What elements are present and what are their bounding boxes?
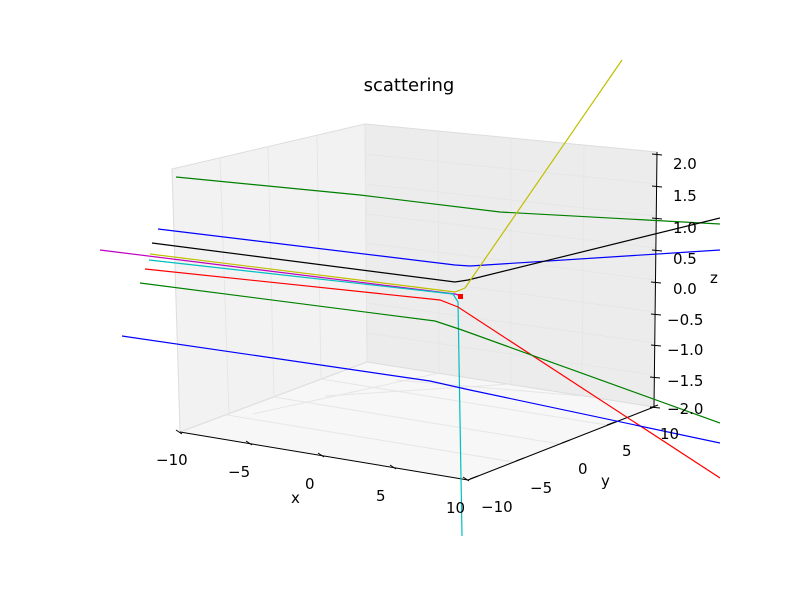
grid-line [365, 302, 656, 344]
z-tick-label: 1.5 [673, 187, 697, 205]
series-line-7 [144, 268, 720, 479]
grid-line [364, 153, 658, 185]
z-tick-mark [651, 249, 663, 252]
y-tick-label: −10 [481, 498, 513, 516]
z-tick-mark [650, 344, 662, 347]
z-tick-label: 0.0 [673, 280, 697, 298]
y-tick-mark [469, 475, 479, 480]
series-group [99, 59, 720, 537]
y-tick-label: 10 [660, 425, 679, 443]
x-tick-mark [462, 476, 470, 482]
grid-line [273, 396, 561, 445]
series-line-3 [151, 217, 720, 283]
x-tick-label: −5 [228, 463, 250, 481]
z-tick-label: −1.0 [667, 341, 703, 359]
grid-line [324, 383, 512, 397]
series-line-2 [157, 228, 720, 267]
z-axis-ticks: 2.0 1.5 1.0 0.5 0.0 −0.5 −1.0 −1.5 −2.0 … [649, 153, 718, 418]
x-tick-label: 0 [305, 475, 315, 493]
grid-line [365, 272, 656, 313]
grid-line [395, 379, 583, 397]
series-line-9 [121, 335, 720, 444]
chart-grid [219, 123, 658, 463]
grid-line [316, 134, 322, 380]
series-line-8 [139, 282, 720, 424]
z-tick-label: −1.5 [667, 372, 703, 390]
chart-axes [179, 151, 658, 481]
z-tick-mark [651, 153, 663, 156]
y-tick-mark [649, 404, 659, 409]
y-tick-label: 5 [622, 442, 632, 460]
z-axis-label: z [710, 269, 718, 287]
grid-line [364, 183, 657, 217]
z-axis-line [653, 151, 658, 408]
y-axis-label: y [601, 472, 610, 490]
series-line-1 [175, 176, 720, 225]
series-line-6 [148, 259, 463, 537]
y-tick-label: 0 [578, 460, 588, 478]
z-tick-mark [650, 313, 662, 316]
chart-title: scattering [364, 75, 455, 96]
x-tick-mark [245, 440, 253, 446]
grid-line [219, 157, 230, 415]
scatter-center-point [458, 294, 463, 299]
z-tick-label: −0.5 [667, 311, 703, 329]
x-axis-label: x [291, 489, 300, 507]
z-tick-mark [651, 217, 663, 220]
x-tick-mark [175, 429, 183, 435]
x-tick-mark [389, 464, 397, 470]
y-axis-line [467, 406, 655, 481]
y-tick-mark [606, 421, 616, 426]
y-tick-label: −5 [530, 479, 552, 497]
grid-line [365, 213, 657, 249]
x-axis-ticks: −10 −5 0 5 10 x [156, 429, 470, 517]
grid-line [366, 332, 655, 376]
z-tick-mark [649, 376, 661, 379]
z-tick-label: 1.0 [673, 219, 697, 237]
z-tick-mark [650, 281, 662, 284]
x-tick-label: 5 [376, 487, 386, 505]
grid-line [365, 242, 657, 281]
x-axis-line [179, 431, 469, 481]
z-tick-mark [651, 185, 663, 188]
y-axis-ticks: −10 −5 0 5 10 y [469, 404, 679, 516]
x-tick-label: 10 [446, 499, 465, 517]
z-tick-label: 0.5 [673, 250, 697, 268]
grid-line [252, 372, 440, 415]
z-tick-label: 2.0 [673, 155, 697, 173]
x-tick-mark [317, 452, 325, 458]
x-tick-label: −10 [156, 451, 188, 469]
grid-line [226, 414, 515, 463]
z-tick-label: −2.0 [667, 400, 703, 418]
grid-line [320, 378, 608, 426]
y-tick-mark [561, 439, 571, 444]
y-tick-mark [515, 457, 525, 462]
series-line-4 [149, 59, 623, 293]
